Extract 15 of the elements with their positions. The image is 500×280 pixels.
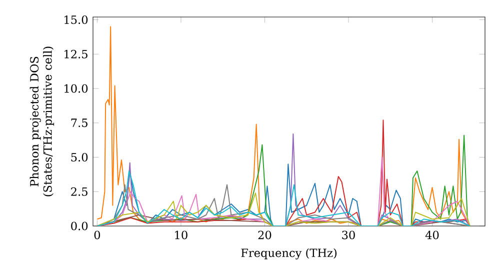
y-tick-label: 10.0 bbox=[64, 84, 88, 93]
y-tick-label: 15.0 bbox=[64, 15, 88, 24]
y-tick-label: 7.5 bbox=[71, 118, 88, 128]
y-tick-label: 2.5 bbox=[71, 187, 88, 196]
x-tick-label: 10 bbox=[175, 230, 188, 240]
x-tick-label: 20 bbox=[258, 230, 272, 240]
y-tick-label: 5.0 bbox=[71, 152, 88, 162]
line-series bbox=[96, 192, 470, 226]
x-tick-label: 0 bbox=[94, 230, 100, 240]
y-tick-label: 0.0 bbox=[71, 222, 88, 230]
x-tick-label: 30 bbox=[342, 230, 355, 240]
x-axis-title: Frequency (THz) bbox=[241, 248, 337, 260]
y-axis-title: Phonon projected DOS (States/THz·primitive cell) bbox=[30, 46, 54, 196]
x-tick-label: 40 bbox=[425, 230, 439, 240]
y-tick-label: 12.5 bbox=[64, 50, 88, 58]
